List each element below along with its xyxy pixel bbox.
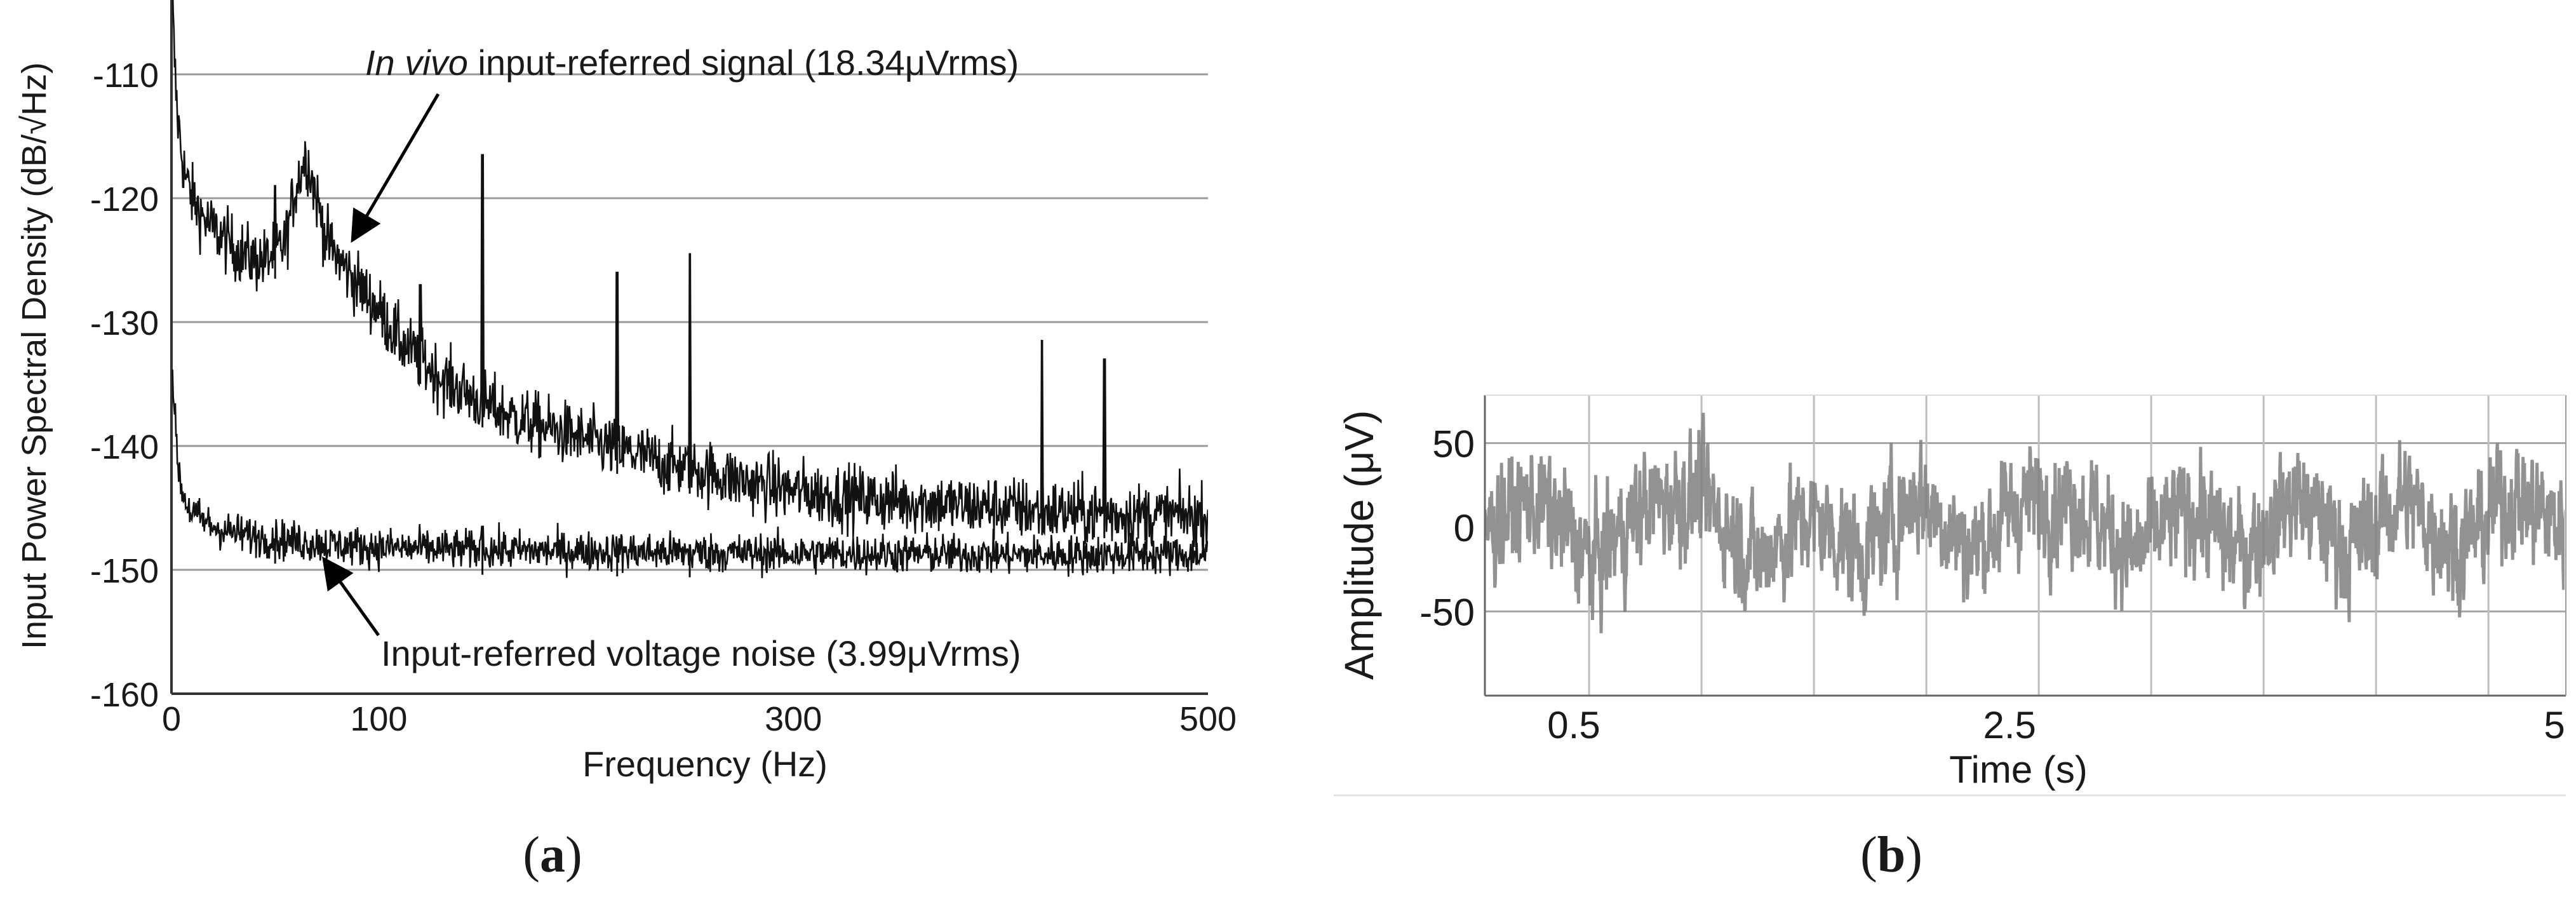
a-annotation-signal-italic: In vivo [365,43,468,83]
a-y-tick-label: -150 [90,552,159,590]
a-x-tick-label: 300 [765,700,822,738]
panel-a-psd-chart: -110 -120 -130 -140 -150 -160 0 100 300 500 Freq… [15,0,1237,883]
a-axes [170,0,1208,695]
a-y-tick-label: -140 [90,428,159,466]
b-x-tick-label: 0.5 [1547,704,1600,746]
a-x-tick-label: 0 [162,700,181,738]
a-annotation-noise-text: Input-referred voltage noise (3.99μVrms) [381,633,1021,673]
a-y-tick-label: -130 [90,304,159,342]
a-x-tick-labels: 0 100 300 500 [162,700,1237,738]
b-x-tick-label: 5 [2544,704,2565,746]
b-panel-label: (b) [1860,827,1922,883]
a-panel-label: (a) [523,827,582,883]
b-x-axis-label: Time (s) [1949,748,2088,791]
b-y-tick-label: -50 [1419,591,1475,634]
a-y-tick-labels: -110 -120 -130 -140 -150 -160 [90,57,159,714]
a-annotation-signal: In vivo input-referred signal (18.34μVrm… [365,43,1019,83]
a-annotation-signal-arrow [351,93,440,243]
b-y-tick-labels: 50 0 -50 [1419,423,1475,634]
a-x-tick-label: 100 [350,700,407,738]
b-series-group [1485,412,2565,633]
a-x-tick-label: 500 [1179,700,1237,738]
b-x-tick-labels: 0.5 2.5 5 [1547,704,2565,746]
b-x-tick-label: 2.5 [1983,704,2036,746]
a-y-tick-label: -160 [90,676,159,714]
b-gridlines [1485,395,2566,696]
a-x-axis-label: Frequency (Hz) [582,744,828,784]
b-y-axis-label: Amplitude (μV) [1336,410,1382,680]
b-axes [1484,395,2566,697]
a-annotation-noise-arrow [322,556,380,637]
b-y-tick-label: 50 [1432,423,1475,466]
b-y-tick-label: 0 [1454,507,1475,550]
panel-b-amplitude-chart: 50 0 -50 0.5 2.5 5 Time (s) Amplitude (μV) (… [1334,395,2566,883]
a-annotation-noise: Input-referred voltage noise (3.99μVrms) [381,633,1021,673]
a-y-axis-label: Input Power Spectral Density (dB/√Hz) [15,62,53,649]
b-series-amplitude [1485,412,2565,633]
a-series-group [171,0,1208,579]
a-y-tick-label: -120 [90,180,159,219]
a-y-tick-label: -110 [93,57,159,95]
a-annotation-signal-text: input-referred signal (18.34μVrms) [468,43,1019,83]
